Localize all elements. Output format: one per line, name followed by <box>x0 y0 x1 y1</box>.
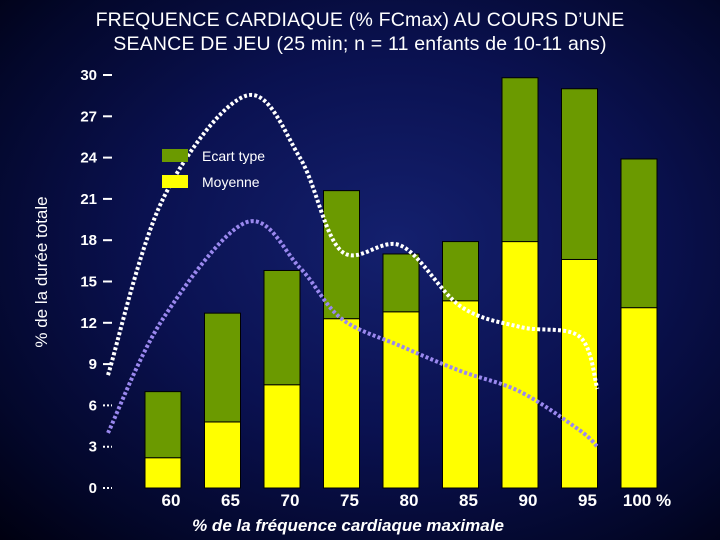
chart-title: FREQUENCE CARDIAQUE (% FCmax) AU COURS D… <box>0 8 720 56</box>
chart-title-line-1: FREQUENCE CARDIAQUE (% FCmax) AU COURS D… <box>95 9 625 31</box>
x-tick-label: 65 <box>221 491 240 510</box>
y-tick-label: 15 <box>80 274 97 291</box>
y-tick-label: 21 <box>80 191 97 208</box>
y-tick-label: 9 <box>89 356 97 373</box>
bar-ecart-type-85 <box>442 241 479 302</box>
legend-swatch-ecart-type <box>162 149 188 162</box>
y-tick-label: 3 <box>89 439 97 456</box>
x-tick-label: 100 % <box>623 491 671 510</box>
x-tick-label: 60 <box>162 491 181 510</box>
y-tick-label: 24 <box>80 150 97 167</box>
bar-ecart-type-60 <box>144 391 182 459</box>
y-tick-label: 6 <box>89 397 97 414</box>
chart-title-line-2: SEANCE DE JEU (25 min; n = 11 enfants de… <box>113 33 607 55</box>
x-tick-label: 70 <box>281 491 300 510</box>
bar-moyenne-100 <box>620 307 658 489</box>
bar-moyenne-95 <box>561 258 598 489</box>
bar-ecart-type-100 <box>620 158 658 309</box>
legend-swatch-moyenne <box>162 175 188 188</box>
x-tick-label: 95 <box>578 491 597 510</box>
bar-moyenne-70 <box>263 384 301 489</box>
bar-moyenne-90 <box>501 241 539 489</box>
bar-ecart-type-70 <box>263 269 301 386</box>
bar-moyenne-85 <box>442 300 479 489</box>
legend-label-ecart-type: Ecart type <box>202 148 265 164</box>
legend-label-moyenne: Moyenne <box>202 174 260 190</box>
y-tick-label: 30 <box>80 67 97 84</box>
bar-moyenne-80 <box>382 311 420 489</box>
bar-ecart-type-90 <box>501 77 539 243</box>
bar-moyenne-65 <box>204 421 241 489</box>
y-tick-label: 18 <box>80 232 97 249</box>
bar-moyenne-75 <box>323 318 360 489</box>
y-tick-label: 12 <box>80 315 97 332</box>
x-tick-label: 80 <box>400 491 419 510</box>
bar-ecart-type-75 <box>323 190 360 320</box>
curve-lower <box>106 219 599 449</box>
y-tick-label: 27 <box>80 108 97 125</box>
bar-moyenne-60 <box>144 457 182 489</box>
y-tick-label: 0 <box>89 480 97 497</box>
x-tick-label: 90 <box>519 491 538 510</box>
bar-ecart-type-80 <box>382 253 420 313</box>
bar-ecart-type-95 <box>561 88 598 260</box>
x-tick-label: 75 <box>340 491 359 510</box>
x-tick-label: 85 <box>459 491 478 510</box>
y-axis-title: % de la durée totale <box>32 196 51 347</box>
x-axis-title: % de la fréquence cardiaque maximale <box>192 516 504 535</box>
bar-ecart-type-65 <box>204 312 241 423</box>
